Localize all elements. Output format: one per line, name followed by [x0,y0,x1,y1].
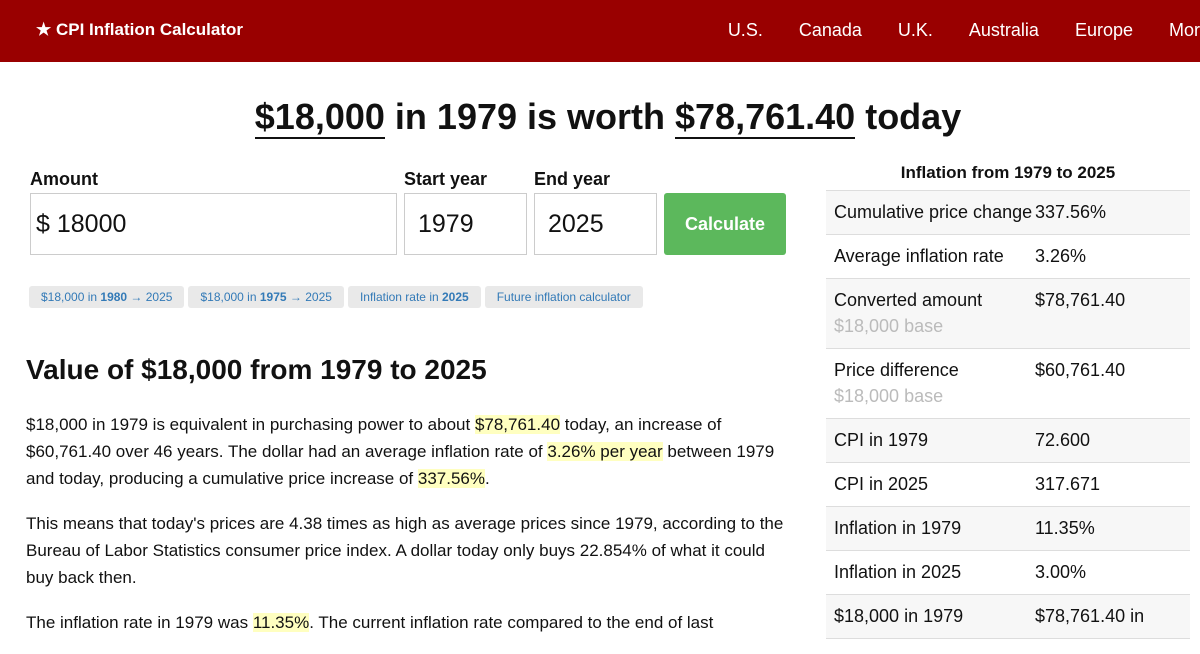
table-row: Cumulative price change 337.56% [826,191,1190,235]
label-text: Average inflation rate [834,246,1004,266]
headline: $18,000 in 1979 is worth $78,761.40 toda… [0,96,1200,139]
label-text: CPI in 1979 [834,430,929,450]
chips: $18,000 in 1980 → 2025 $18,000 in 1975 → … [29,286,643,308]
label-text: $18,000 in 1979 [834,606,964,626]
text: between 1979 and today, producing a cumu… [26,442,775,488]
row-label: Inflation in 2025 [834,559,1035,585]
start-label: Start year [404,169,488,189]
chip[interactable]: $18,000 in 1975 → 2025 [188,286,344,308]
chip-text: Future inflation calculator [496,290,631,304]
text: . The current inflation rate compared to… [309,613,714,632]
sidebar-table: Cumulative price change 337.56% Average in… [826,191,1190,639]
chip-text: 1975 [259,290,287,304]
label-note: $18,000 base [834,316,944,336]
amount-value: 18000 [56,210,127,238]
chip-text: 2025 [442,290,469,304]
chip-text: 1980 [100,290,128,304]
label-text: Inflation in 2025 [834,562,962,582]
text: today, an increase of $60,761.40 over 46… [26,415,722,461]
table-row: Inflation in 2025 3.00% [826,551,1190,595]
brand[interactable]: ★ CPI Inflation Calculator [36,20,243,39]
headline-part: $78,761.40 [675,96,856,139]
nav-links: U.S. Canada U.K. Australia Europe More [728,20,1200,41]
row-label: Price difference $18,000 base [834,357,1035,409]
row-value: 3.26% [1035,246,1087,266]
text: $18,000 in 1979 is equivalent in purchas… [26,415,475,434]
row-value: 337.56% [1035,202,1107,222]
label-text: Cumulative price change [834,202,1033,222]
row-value: $60,761.40 [1035,360,1126,380]
highlight: 3.26% per year [547,442,663,461]
amount-label: Amount [30,169,98,189]
sidebar: Inflation from 1979 to 2025 Cumulative p… [826,163,1190,639]
nav-link[interactable]: Canada [798,20,862,40]
currency: $ [36,210,50,238]
nav-link[interactable]: U.S. [727,20,763,40]
row-value: 72.600 [1035,430,1091,450]
table-row: Inflation in 1979 11.35% [826,507,1190,551]
label-text: Converted amount [834,290,983,310]
chip-text: Inflation rate in [359,290,442,304]
chip[interactable]: $18,000 in 1980 → 2025 [29,286,185,308]
row-label: $18,000 in 1979 [834,603,1035,629]
label-text: Price difference [834,360,959,380]
table-row: Average inflation rate 3.26% [826,235,1190,279]
nav-link[interactable]: More [1168,20,1200,40]
text: This means that today's prices are 4.38 … [26,514,784,587]
text: . [484,469,490,488]
label-note: $18,000 base [834,386,944,406]
heading: Value of $18,000 from 1979 to 2025 [26,354,487,385]
table-row: Converted amount $18,000 base $78,761.40 [826,279,1190,349]
end-label: End year [534,169,611,189]
chip-text: → 2025 [286,290,332,304]
highlight: 337.56% [417,469,485,488]
row-label: CPI in 2025 [834,471,1035,497]
row-value: $78,761.40 in [1035,606,1145,626]
label-text: CPI in 2025 [834,474,929,494]
highlight: $78,761.40 [474,415,561,434]
amount-input[interactable]: $ 18000 [30,193,397,255]
table-row: $18,000 in 1979 $78,761.40 in [826,595,1190,639]
text: The inflation rate in 1979 was [26,613,253,632]
headline-part: today [855,96,962,137]
row-value: 3.00% [1035,562,1087,582]
row-label: Average inflation rate [834,243,1035,269]
chip-text: $18,000 in [200,290,260,304]
row-value: $78,761.40 [1035,290,1126,310]
row-value: 317.671 [1035,474,1101,494]
chip-text: → 2025 [127,290,173,304]
label-text: Inflation in 1979 [834,518,962,538]
row-label: Cumulative price change [834,199,1035,225]
start-input[interactable]: 1979 [404,193,527,255]
row-label: Converted amount $18,000 base [834,287,1035,339]
nav-link[interactable]: U.K. [897,20,933,40]
table-row: CPI in 1979 72.600 [826,419,1190,463]
nav-link[interactable]: Europe [1074,20,1133,40]
chip[interactable]: Future inflation calculator [484,286,643,308]
nav-link[interactable]: Australia [968,20,1039,40]
paragraph: The inflation rate in 1979 was 11.35%. T… [26,609,791,636]
headline-part: in 1979 is worth [384,96,676,137]
chip[interactable]: Inflation rate in 2025 [347,286,481,308]
paragraph: This means that today's prices are 4.38 … [26,510,791,591]
navbar: ★ CPI Inflation Calculator U.S. Canada U.K… [0,0,1200,62]
row-label: Inflation in 1979 [834,515,1035,541]
end-input[interactable]: 2025 [534,193,657,255]
headline-part: $18,000 [254,96,385,139]
row-value: 11.35% [1035,518,1095,538]
paragraph: $18,000 in 1979 is equivalent in purchas… [26,411,791,492]
chip-text: $18,000 in [41,290,101,304]
table-row: CPI in 2025 317.671 [826,463,1190,507]
page: ★ CPI Inflation Calculator U.S. Canada U.K… [0,0,1200,639]
row-label: CPI in 1979 [834,427,1035,453]
article: $18,000 in 1979 is equivalent in purchas… [26,411,791,654]
sidebar-title: Inflation from 1979 to 2025 [826,163,1190,191]
table-row: Price difference $18,000 base $60,761.40 [826,349,1190,419]
calculate-button[interactable]: Calculate [664,193,786,255]
highlight: 11.35% [252,613,310,632]
